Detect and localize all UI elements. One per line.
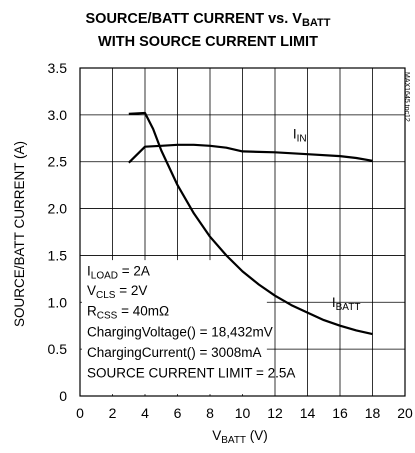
x-tick-label: 10 [235,405,251,421]
y-tick-label: 1.5 [48,247,68,263]
x-tick-label: 14 [300,405,316,421]
series-labels: IIN IBATT [293,126,361,313]
title-line-1: SOURCE/BATT CURRENT vs. VBATT [86,11,331,29]
x-tick-label: 0 [76,405,84,421]
y-tick-label: 0 [59,388,67,404]
x-tick-label: 12 [267,405,283,421]
series-label-in: IIN [293,126,307,144]
x-axis-label: VBATT (V) [212,428,268,446]
annotation-line: ChargingCurrent() = 3008mA [87,345,261,360]
y-tick-label: 2.5 [48,154,68,170]
annotation-line: ILOAD = 2A [87,263,150,281]
x-tick-label: 6 [174,405,182,421]
chart-title: SOURCE/BATT CURRENT vs. VBATT WITH SOURC… [86,11,331,50]
x-tick-labels: 0 2 4 6 8 10 12 14 16 18 20 [76,405,413,421]
series-line-in [128,143,373,164]
plot-frame [79,67,406,397]
x-tick-label: 18 [365,405,381,421]
x-tick-label: 20 [397,405,413,421]
y-tick-label: 3.5 [48,60,68,76]
annotation-line: SOURCE CURRENT LIMIT = 2.5A [87,366,295,381]
title-line-2: WITH SOURCE CURRENT LIMIT [98,34,318,50]
x-tick-label: 4 [141,405,149,421]
y-tick-label: 3.0 [48,107,68,123]
x-tick-label: 16 [332,405,348,421]
y-axis-label: SOURCE/BATT CURRENT (A) [12,141,27,327]
annotation-box-background [82,260,267,395]
series-label-batt: IBATT [332,295,361,313]
y-tick-labels: 0 0.5 1.0 1.5 2.0 2.5 3.0 3.5 [48,60,68,404]
x-tick-label: 2 [109,405,117,421]
annotation-line: VCLS = 2V [87,283,147,301]
y-tick-label: 2.0 [48,201,68,217]
series-line-batt [128,111,373,336]
y-tick-label: 0.5 [48,341,68,357]
series-lines [128,111,373,336]
annotation-line: ChargingVoltage() = 18,432mV [87,324,273,339]
annotation-line: RCSS = 40mΩ [87,304,169,322]
figure-id: MAX1645 toc12 [403,72,410,122]
annotation-block: ILOAD = 2A VCLS = 2V RCSS = 40mΩ ChargingVo… [87,263,295,380]
x-tick-label: 8 [206,405,214,421]
y-tick-label: 1.0 [48,294,68,310]
